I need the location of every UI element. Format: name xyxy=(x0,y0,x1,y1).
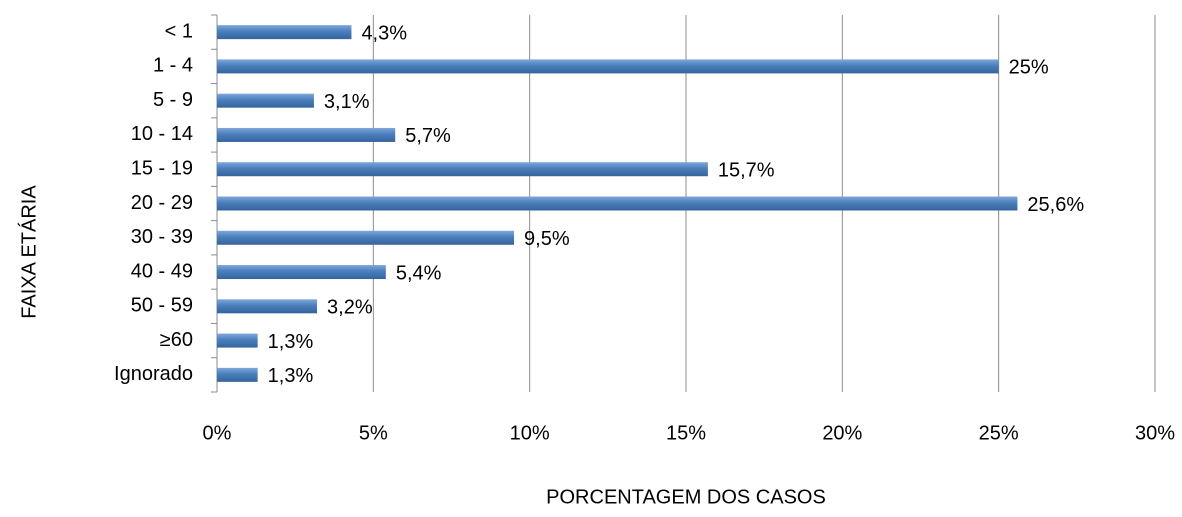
y-tick-label: 1 - 4 xyxy=(153,55,193,77)
y-tick-label: 10 - 14 xyxy=(131,123,193,145)
bar xyxy=(217,59,999,74)
y-tick-label: 20 - 29 xyxy=(131,192,193,214)
bar xyxy=(217,196,1018,211)
y-tick-label: 15 - 19 xyxy=(131,158,193,180)
bar xyxy=(217,230,515,245)
x-tick-label: 25% xyxy=(979,422,1019,444)
bar xyxy=(217,127,396,142)
x-tick-label: 10% xyxy=(510,422,550,444)
value-label: 9,5% xyxy=(524,228,570,250)
y-tick-label: 30 - 39 xyxy=(131,226,193,248)
bar xyxy=(217,265,386,280)
bar xyxy=(217,367,258,382)
y-tick-label: < 1 xyxy=(165,20,193,42)
bar xyxy=(217,93,314,108)
value-label: 25% xyxy=(1009,57,1049,79)
y-tick-label: Ignorado xyxy=(114,363,193,385)
value-label: 5,4% xyxy=(396,262,442,284)
y-tick-label: ≥60 xyxy=(160,329,193,351)
x-tick-label: 20% xyxy=(822,422,862,444)
value-label: 4,3% xyxy=(361,22,407,44)
x-tick-label: 30% xyxy=(1135,422,1175,444)
value-label: 15,7% xyxy=(718,160,775,182)
value-label: 1,3% xyxy=(268,331,314,353)
x-tick-label: 0% xyxy=(203,422,232,444)
x-tick-label: 5% xyxy=(359,422,388,444)
value-label: 3,1% xyxy=(324,91,370,113)
y-tick-label: 40 - 49 xyxy=(131,260,193,282)
x-axis-title: PORCENTAGEM DOS CASOS xyxy=(546,486,826,508)
y-tick-label: 50 - 59 xyxy=(131,295,193,317)
value-label: 5,7% xyxy=(405,125,451,147)
y-axis-title: FAIXA ETÁRIA xyxy=(17,185,40,319)
bar xyxy=(217,25,352,40)
bar xyxy=(217,333,258,348)
y-tick-label: 5 - 9 xyxy=(153,89,193,111)
value-label: 25,6% xyxy=(1027,194,1084,216)
bar xyxy=(217,299,318,314)
value-label: 1,3% xyxy=(268,365,314,387)
bar xyxy=(217,162,708,177)
value-label: 3,2% xyxy=(327,297,373,319)
x-tick-label: 15% xyxy=(666,422,706,444)
